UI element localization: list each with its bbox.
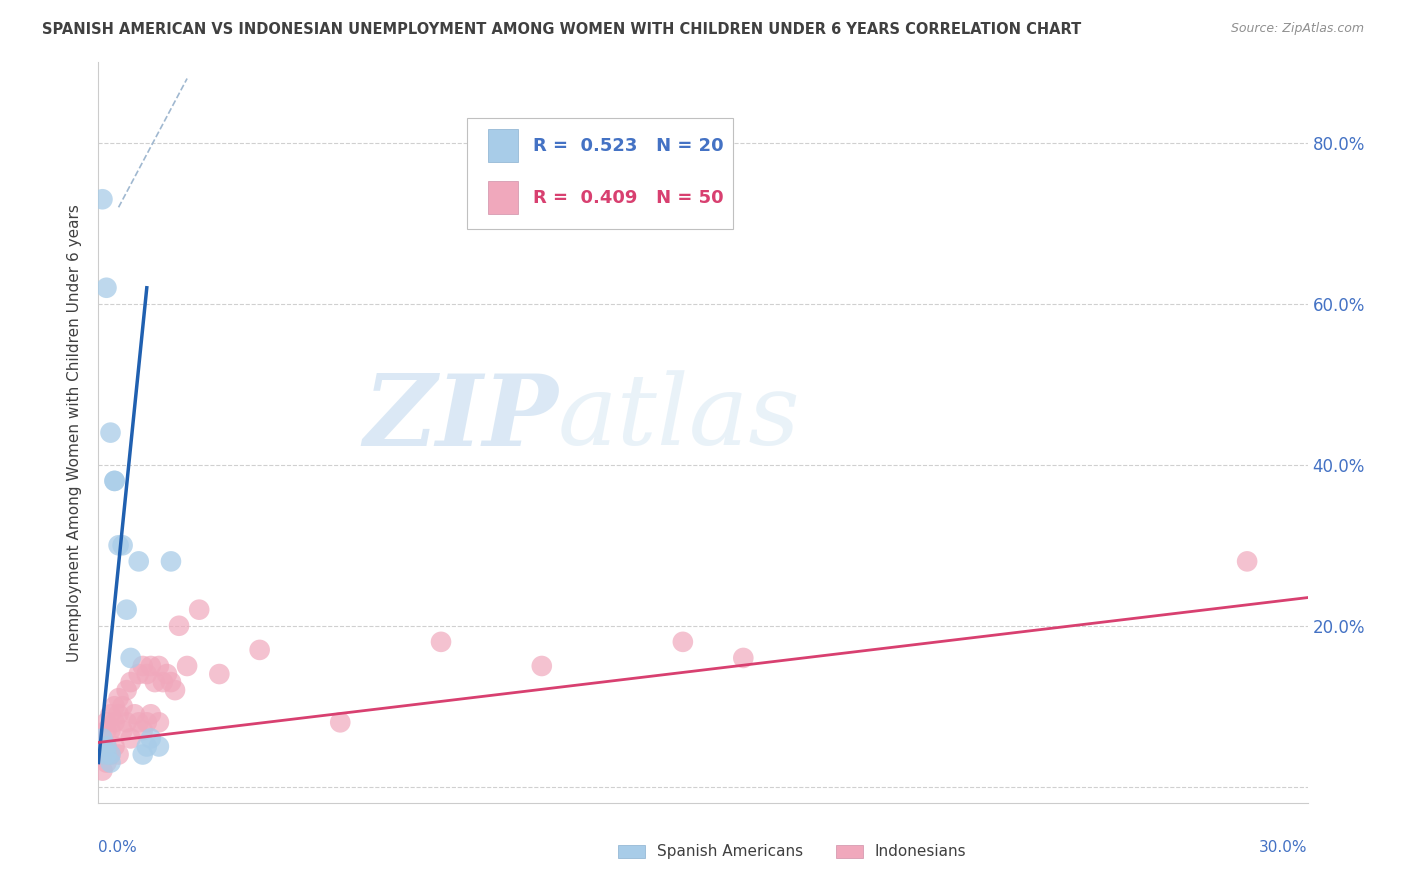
Point <box>111 723 134 738</box>
Point <box>132 723 155 738</box>
Point <box>152 675 174 690</box>
Point <box>96 739 118 754</box>
Point <box>91 192 114 206</box>
Point <box>115 715 138 730</box>
Point <box>120 675 142 690</box>
Text: Indonesians: Indonesians <box>875 844 966 859</box>
Point <box>111 699 134 714</box>
Point <box>733 651 755 665</box>
Point <box>128 667 150 681</box>
Point <box>91 731 114 746</box>
Point <box>107 747 129 762</box>
Point <box>111 538 134 552</box>
Point <box>96 747 118 762</box>
Point <box>124 707 146 722</box>
Text: ZIP: ZIP <box>363 369 558 466</box>
Point <box>160 675 183 690</box>
Point <box>176 659 198 673</box>
Point <box>128 715 150 730</box>
Point <box>96 281 118 295</box>
Point <box>135 739 157 754</box>
Point <box>96 723 118 738</box>
Text: Spanish Americans: Spanish Americans <box>657 844 803 859</box>
Point <box>329 715 352 730</box>
Text: Source: ZipAtlas.com: Source: ZipAtlas.com <box>1230 22 1364 36</box>
FancyBboxPatch shape <box>467 118 734 229</box>
Point <box>100 723 122 738</box>
Point <box>132 659 155 673</box>
Point <box>1236 554 1258 568</box>
Point <box>115 602 138 616</box>
Point <box>91 747 114 762</box>
Point <box>188 602 211 616</box>
Text: R =  0.409   N = 50: R = 0.409 N = 50 <box>533 188 723 207</box>
Point <box>139 707 162 722</box>
Point <box>103 715 125 730</box>
Point <box>120 731 142 746</box>
Point <box>148 715 170 730</box>
Text: atlas: atlas <box>558 370 800 466</box>
Point <box>135 667 157 681</box>
Point <box>100 747 122 762</box>
FancyBboxPatch shape <box>488 181 517 214</box>
Point <box>148 739 170 754</box>
Point <box>208 667 231 681</box>
Point <box>103 474 125 488</box>
Text: 30.0%: 30.0% <box>1260 840 1308 855</box>
Point <box>167 619 190 633</box>
Point <box>96 715 118 730</box>
Point <box>103 739 125 754</box>
Point <box>91 739 114 754</box>
Point <box>107 691 129 706</box>
Point <box>100 756 122 770</box>
Point <box>120 651 142 665</box>
Point <box>100 707 122 722</box>
Point <box>148 659 170 673</box>
Point <box>91 731 114 746</box>
Y-axis label: Unemployment Among Women with Children Under 6 years: Unemployment Among Women with Children U… <box>67 203 83 662</box>
Point <box>91 764 114 778</box>
Point <box>115 683 138 698</box>
Point <box>143 675 166 690</box>
FancyBboxPatch shape <box>837 845 863 858</box>
Text: R =  0.523   N = 20: R = 0.523 N = 20 <box>533 136 723 154</box>
Point <box>156 667 179 681</box>
Point <box>163 683 186 698</box>
Point <box>107 707 129 722</box>
Point <box>530 659 553 673</box>
FancyBboxPatch shape <box>488 129 517 162</box>
Text: SPANISH AMERICAN VS INDONESIAN UNEMPLOYMENT AMONG WOMEN WITH CHILDREN UNDER 6 YE: SPANISH AMERICAN VS INDONESIAN UNEMPLOYM… <box>42 22 1081 37</box>
FancyBboxPatch shape <box>619 845 645 858</box>
Point <box>103 699 125 714</box>
Point <box>135 715 157 730</box>
Point <box>672 635 695 649</box>
Text: 0.0%: 0.0% <box>98 840 138 855</box>
Point <box>249 643 271 657</box>
Point <box>96 739 118 754</box>
Point <box>128 554 150 568</box>
Point <box>103 474 125 488</box>
Point <box>430 635 453 649</box>
Point <box>100 747 122 762</box>
Point <box>100 425 122 440</box>
Point <box>132 747 155 762</box>
Point <box>107 538 129 552</box>
Point <box>139 731 162 746</box>
Point <box>139 659 162 673</box>
Point <box>160 554 183 568</box>
Point <box>96 756 118 770</box>
